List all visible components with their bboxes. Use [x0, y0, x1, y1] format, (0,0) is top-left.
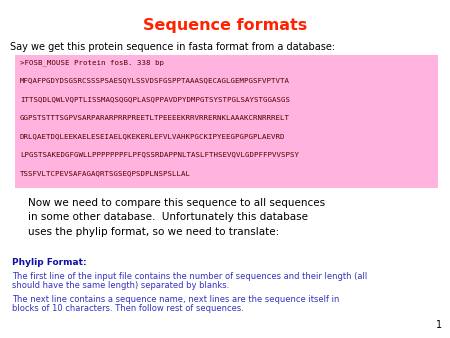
Text: DRLQAETDQLEEKAELESEIAELQKEKERLEFVLVAHKPGCKIPYEEGPGPGPLAEVRD: DRLQAETDQLEEKAELESEIAELQKEKERLEFVLVAHKPG… — [20, 133, 285, 139]
Text: 1: 1 — [436, 320, 442, 330]
Text: GGPSTSTTTSGPVSARPARARPRRPREETLTPEEEEKRRVRRERNKLAAAKCRNRRRELT: GGPSTSTTTSGPVSARPARARPRRPREETLTPEEEEKRRV… — [20, 115, 290, 121]
Text: Now we need to compare this sequence to all sequences: Now we need to compare this sequence to … — [28, 198, 325, 208]
Text: uses the phylip format, so we need to translate:: uses the phylip format, so we need to tr… — [28, 227, 279, 237]
Text: TSSFVLTCPEVSAFAGAQRTSGSEQPSDPLNSPSLLAL: TSSFVLTCPEVSAFAGAQRTSGSEQPSDPLNSPSLLAL — [20, 170, 191, 176]
Text: in some other database.  Unfortunately this database: in some other database. Unfortunately th… — [28, 213, 308, 222]
Text: >FOSB_MOUSE Protein fosB. 338 bp: >FOSB_MOUSE Protein fosB. 338 bp — [20, 59, 164, 66]
Text: The next line contains a sequence name, next lines are the sequence itself in: The next line contains a sequence name, … — [12, 295, 339, 304]
FancyBboxPatch shape — [15, 55, 438, 188]
Text: Sequence formats: Sequence formats — [143, 18, 307, 33]
Text: The first line of the input file contains the number of sequences and their leng: The first line of the input file contain… — [12, 272, 367, 281]
Text: should have the same length) separated by blanks.: should have the same length) separated b… — [12, 281, 229, 290]
Text: ITTSQDLQWLVQPTLISSMAQSQGQPLASQPPAVDPYDMPGTSYSTPGLSAYSTGGASGS: ITTSQDLQWLVQPTLISSMAQSQGQPLASQPPAVDPYDMP… — [20, 96, 290, 102]
Text: Say we get this protein sequence in fasta format from a database:: Say we get this protein sequence in fast… — [10, 42, 335, 52]
Text: Phylip Format:: Phylip Format: — [12, 258, 86, 267]
Text: MFQAFPGDYDSGSRCSSSPSAESQYLSSVDSFGSPPTAAASQECAGLGEMPGSFVPTVTA: MFQAFPGDYDSGSRCSSSPSAESQYLSSVDSFGSPPTAAA… — [20, 77, 290, 83]
Text: LPGSTSAKEDGFGWLLPPPPPPPFLPFQSSRDAPPNLTASLFTHSEVQVLGDPFFPVVSPSY: LPGSTSAKEDGFGWLLPPPPPPPFLPFQSSRDAPPNLTAS… — [20, 151, 299, 158]
Text: blocks of 10 characters. Then follow rest of sequences.: blocks of 10 characters. Then follow res… — [12, 304, 244, 313]
